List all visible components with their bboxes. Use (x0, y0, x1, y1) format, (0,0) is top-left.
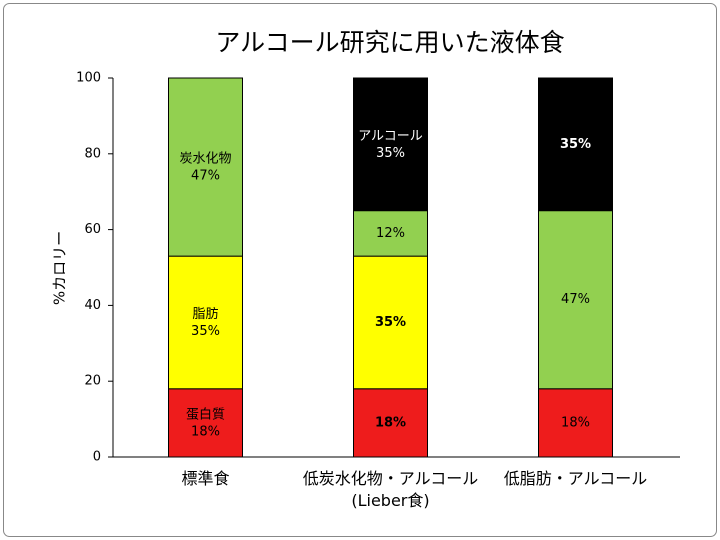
data-label: 35% (560, 137, 591, 152)
frame (3, 3, 717, 537)
y-tick-label: 60 (84, 222, 101, 237)
bar-segment (538, 210, 613, 390)
data-label: 35% (191, 324, 220, 339)
y-tick-label: 100 (76, 71, 101, 86)
chart-title: アルコール研究に用いた液体食 (215, 28, 564, 57)
segment-name: アルコール (358, 129, 423, 144)
data-label: 47% (191, 169, 220, 184)
data-label: 35% (375, 315, 406, 330)
data-label: 47% (561, 292, 590, 307)
data-label: 18% (191, 424, 220, 439)
y-tick-label: 0 (93, 450, 101, 465)
bar-segment (168, 77, 243, 257)
segment-name: 蛋白質 (186, 406, 225, 422)
x-tick-label: 低脂肪・アルコール (503, 469, 648, 488)
x-tick-label: 低炭水化物・アルコール (Lieber食) (302, 469, 479, 510)
bar-segment (168, 255, 243, 390)
y-tick-label: 80 (84, 146, 101, 161)
x-tick-label: 標準食 (181, 469, 230, 488)
segment-name: 脂肪 (192, 306, 218, 322)
y-tick-label: 40 (84, 298, 101, 313)
bar-segment (353, 210, 428, 257)
data-label: 18% (561, 415, 590, 430)
bar-segment (353, 255, 428, 390)
bar-segment (538, 77, 613, 212)
data-label: 12% (376, 226, 405, 241)
y-tick-label: 20 (84, 374, 101, 389)
segment-name: 炭水化物 (179, 152, 231, 167)
data-label: 35% (376, 146, 405, 161)
bar-segment (168, 388, 243, 458)
y-axis-label: %カロリー (51, 231, 69, 305)
bar-segment (353, 77, 428, 212)
data-label: 18% (375, 415, 406, 430)
